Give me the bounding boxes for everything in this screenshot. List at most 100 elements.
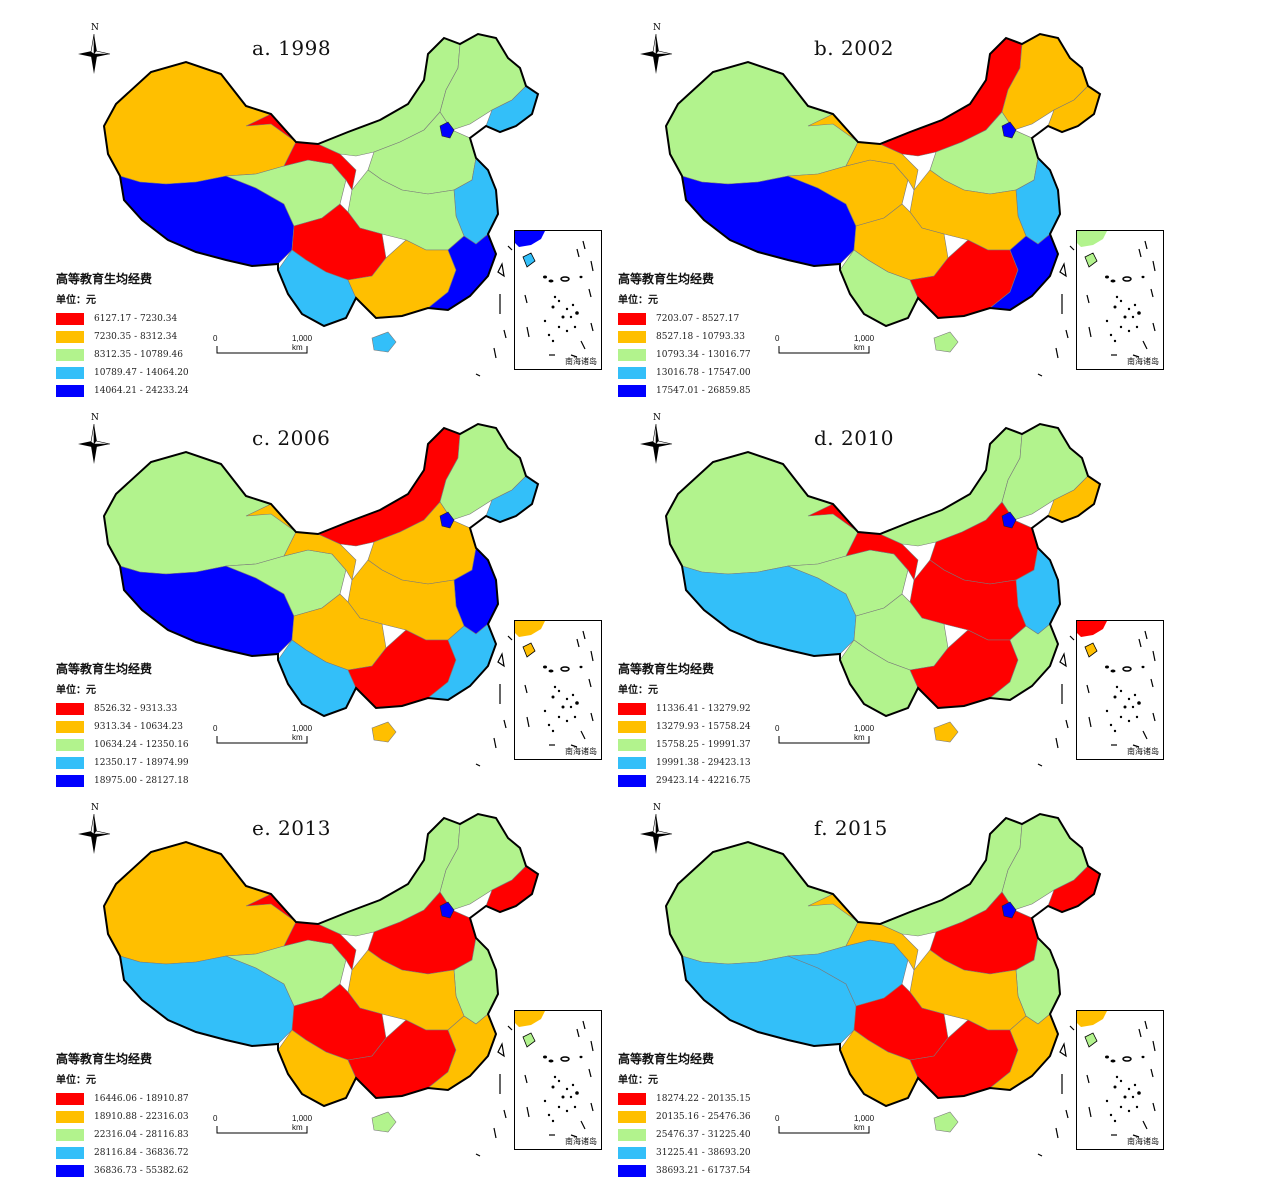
- legend-item: 18910.88 - 22316.03: [56, 1108, 236, 1126]
- legend-title: 高等教育生均经费: [618, 272, 715, 286]
- legend-item: 7230.35 - 8312.34: [56, 328, 236, 346]
- compass-icon: N: [640, 23, 673, 74]
- legend-unit: 单位：元: [618, 1075, 658, 1086]
- inset-label: 南海诸岛: [1127, 1137, 1159, 1146]
- inset-label: 南海诸岛: [1127, 747, 1159, 756]
- map-panel-5: N e. 2013 高等教育生均经费 单位：元 16446.06 - 18910…: [56, 794, 616, 1177]
- scale-zero-label: 0: [213, 724, 218, 733]
- legend-swatch: [56, 331, 84, 343]
- scale-distance-label: 1,000 km: [292, 724, 313, 742]
- legend-swatch: [56, 367, 84, 379]
- legend-swatch: [618, 775, 646, 787]
- legend-label: 10793.34 - 13016.77: [656, 350, 751, 360]
- south-china-sea-inset: 南海诸岛: [514, 1010, 602, 1150]
- legend-item: 13279.93 - 15758.24: [618, 718, 798, 736]
- region-hainan: [933, 1111, 959, 1133]
- country-boundary: [664, 422, 1102, 718]
- inset-map: [1077, 1011, 1156, 1138]
- legend-label: 20135.16 - 25476.36: [656, 1112, 751, 1122]
- country-boundary: [102, 422, 540, 718]
- legend-swatch: [56, 1093, 84, 1105]
- region-beijing: [439, 901, 455, 919]
- legend-swatch: [618, 331, 646, 343]
- legend-swatch: [56, 739, 84, 751]
- north-label: N: [653, 803, 661, 813]
- legend-swatch: [56, 703, 84, 715]
- inset-map: [515, 621, 594, 748]
- legend-label: 18910.88 - 22316.03: [94, 1112, 189, 1122]
- region-qinghai: [225, 159, 347, 227]
- north-label: N: [91, 23, 99, 33]
- legend-item: 31225.41 - 38693.20: [618, 1144, 798, 1162]
- legend-unit: 单位：元: [56, 295, 96, 306]
- legend-swatch: [56, 1165, 84, 1177]
- legend-label: 12350.17 - 18974.99: [94, 758, 189, 768]
- legend-item: 10789.47 - 14064.20: [56, 364, 236, 382]
- panel-title: d. 2010: [814, 426, 894, 450]
- scale-zero-label: 0: [213, 334, 218, 343]
- scale-distance-label: 1,000 km: [292, 334, 313, 352]
- legend-item: 13016.78 - 17547.00: [618, 364, 798, 382]
- legend-label: 25476.37 - 31225.40: [656, 1130, 751, 1140]
- scale-zero-label: 0: [775, 334, 780, 343]
- scale-line: [778, 736, 870, 744]
- legend-item: 20135.16 - 25476.36: [618, 1108, 798, 1126]
- legend-label: 8312.35 - 10789.46: [94, 350, 183, 360]
- legend-swatch: [56, 385, 84, 397]
- south-china-sea-inset: 南海诸岛: [1076, 620, 1164, 760]
- legend-swatch: [618, 1111, 646, 1123]
- north-arrow: N: [636, 800, 676, 856]
- legend-unit: 单位：元: [56, 685, 96, 696]
- legend-unit: 单位：元: [618, 295, 658, 306]
- scale-zero-label: 0: [213, 1114, 218, 1123]
- scale-distance-label: 1,000 km: [292, 1114, 313, 1132]
- compass-icon: N: [640, 413, 673, 464]
- south-china-sea-inset: 南海诸岛: [1076, 230, 1164, 370]
- legend-label: 10634.24 - 12350.16: [94, 740, 189, 750]
- legend-swatch: [618, 703, 646, 715]
- legend-item: 28116.84 - 36836.72: [56, 1144, 236, 1162]
- china-map: [102, 812, 540, 1157]
- legend-swatch: [618, 1093, 646, 1105]
- legend-item: 18274.22 - 20135.15: [618, 1090, 798, 1108]
- north-label: N: [653, 413, 661, 423]
- legend-title: 高等教育生均经费: [56, 1052, 153, 1066]
- legend-label: 31225.41 - 38693.20: [656, 1148, 751, 1158]
- legend: 高等教育生均经费 单位：元 16446.06 - 18910.87 18910.8…: [56, 1050, 236, 1180]
- compass-icon: N: [640, 803, 673, 854]
- legend-item: 8527.18 - 10793.33: [618, 328, 798, 346]
- compass-icon: N: [78, 413, 111, 464]
- region-beijing: [439, 511, 455, 529]
- region-qinghai: [787, 159, 909, 227]
- legend-label: 22316.04 - 28116.83: [94, 1130, 189, 1140]
- scale-line: [778, 346, 870, 354]
- compass-icon: N: [78, 23, 111, 74]
- region-hainan: [371, 331, 397, 353]
- legend-label: 17547.01 - 26859.85: [656, 386, 751, 396]
- scale-line: [778, 1126, 870, 1134]
- legend-item: 8312.35 - 10789.46: [56, 346, 236, 364]
- legend-label: 7230.35 - 8312.34: [94, 332, 178, 342]
- legend-swatch: [618, 1129, 646, 1141]
- legend-label: 14064.21 - 24233.24: [94, 386, 189, 396]
- legend-title: 高等教育生均经费: [618, 1052, 715, 1066]
- inset-label: 南海诸岛: [565, 357, 597, 366]
- legend: 高等教育生均经费 单位：元 7203.07 - 8527.17 8527.18 -…: [618, 270, 798, 400]
- north-label: N: [91, 413, 99, 423]
- legend-swatch: [618, 385, 646, 397]
- region-qinghai: [787, 939, 909, 1007]
- scale-bar: 0 1,000 km: [213, 1114, 316, 1144]
- inset-label: 南海诸岛: [565, 747, 597, 756]
- legend-swatch: [618, 367, 646, 379]
- inset-map: [515, 1011, 594, 1138]
- legend-label: 11336.41 - 13279.92: [656, 704, 751, 714]
- legend-swatch: [56, 349, 84, 361]
- country-boundary: [664, 32, 1102, 328]
- map-panel-3: N c. 2006 高等教育生均经费 单位：元 8526.32 - 9313.3…: [56, 404, 616, 787]
- legend-label: 36836.73 - 55382.62: [94, 1166, 189, 1176]
- legend-item: 25476.37 - 31225.40: [618, 1126, 798, 1144]
- inset-map: [1077, 621, 1156, 748]
- legend-item: 29423.14 - 42216.75: [618, 772, 798, 790]
- legend-item: 11336.41 - 13279.92: [618, 700, 798, 718]
- legend-label: 19991.38 - 29423.13: [656, 758, 751, 768]
